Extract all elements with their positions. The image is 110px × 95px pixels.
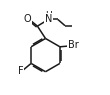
Text: H: H: [45, 11, 52, 20]
Text: N: N: [45, 14, 52, 24]
Text: Br: Br: [68, 40, 79, 50]
Text: O: O: [24, 14, 31, 24]
Text: F: F: [18, 66, 24, 76]
